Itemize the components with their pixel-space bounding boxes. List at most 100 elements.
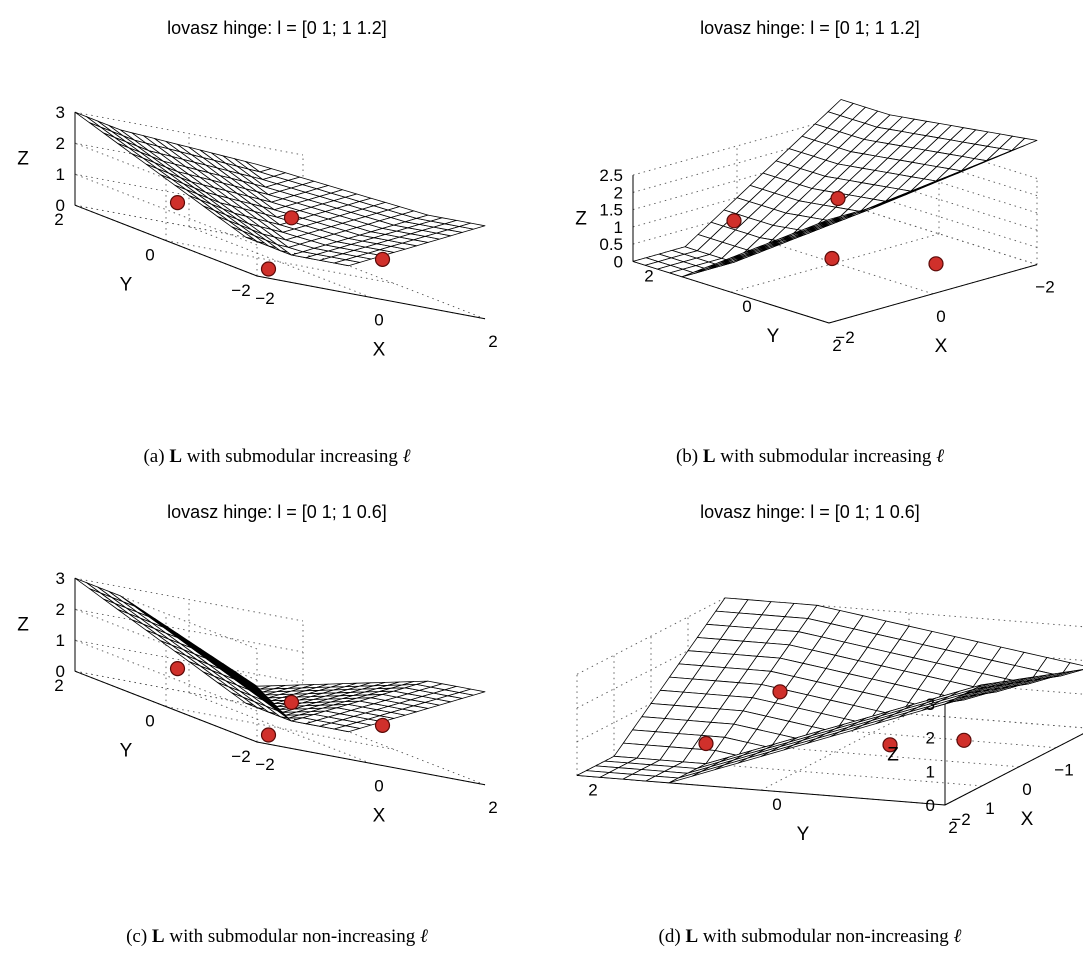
x-axis-line bbox=[828, 264, 1038, 324]
y-tick-label: 2 bbox=[54, 210, 63, 229]
figure-caption: (b) L with submodular increasing ℓ bbox=[676, 446, 944, 467]
y-tick-label: 0 bbox=[145, 712, 154, 731]
z-tick-label: 0 bbox=[56, 196, 65, 215]
data-point bbox=[882, 737, 898, 753]
grid-line bbox=[613, 755, 983, 787]
data-point bbox=[169, 195, 186, 211]
chart-title: lovasz hinge: l = [0 1; 1 1.2] bbox=[700, 18, 920, 38]
grid-line bbox=[74, 608, 304, 653]
x-tick-label: 0 bbox=[374, 310, 383, 329]
z-tick-label: 0 bbox=[614, 252, 623, 271]
data-point bbox=[698, 735, 714, 752]
x-axis-label: X bbox=[1021, 809, 1034, 830]
y-tick-label: 2 bbox=[588, 780, 597, 799]
mesh-cell bbox=[458, 222, 486, 230]
axes bbox=[74, 578, 486, 786]
chart-title: lovasz hinge: l = [0 1; 1 0.6] bbox=[700, 502, 920, 522]
caption-symbol: ℓ bbox=[936, 446, 944, 467]
x-tick-label: −1 bbox=[1054, 761, 1073, 780]
figure-caption: (d) L with submodular non-increasing ℓ bbox=[659, 926, 962, 947]
grid-line bbox=[687, 717, 1057, 749]
y-tick-label: 0 bbox=[772, 795, 781, 814]
data-point bbox=[374, 251, 391, 267]
x-tick-label: 2 bbox=[948, 818, 957, 837]
chart-panel-c: lovasz hinge: l = [0 1; 1 0.6]0123−202−2… bbox=[17, 502, 498, 947]
grid-line bbox=[74, 577, 304, 622]
data-point bbox=[283, 694, 300, 711]
grid-line bbox=[724, 597, 1083, 628]
data-points bbox=[698, 684, 972, 753]
tick-labels: 00.511.522.520−2−202 bbox=[599, 166, 1054, 355]
z-tick-label: 2 bbox=[926, 729, 935, 748]
caption-bold: L bbox=[169, 446, 182, 467]
x-tick-label: −2 bbox=[1035, 278, 1054, 297]
data-point bbox=[374, 717, 391, 734]
chart-panel-d: lovasz hinge: l = [0 1; 1 0.6] 0 1 2 3 2 1 0 −1 −… bbox=[576, 502, 1083, 947]
y-axis-line bbox=[74, 670, 258, 743]
data-points bbox=[169, 195, 391, 277]
z-tick-label: 1.5 bbox=[599, 201, 623, 220]
grid-line bbox=[840, 202, 1038, 266]
caption-label: (b) bbox=[676, 446, 703, 467]
x-axis-label: X bbox=[935, 336, 948, 357]
y-tick-label: −2 bbox=[835, 328, 854, 347]
data-point bbox=[830, 190, 846, 207]
grid-line bbox=[165, 240, 395, 284]
data-point bbox=[260, 261, 277, 277]
data-point bbox=[169, 660, 186, 677]
z-axis-label: Z bbox=[17, 149, 29, 170]
x-tick-label: 1 bbox=[985, 799, 994, 818]
grid-line bbox=[165, 706, 395, 750]
grid-line bbox=[724, 698, 1083, 729]
caption-symbol: ℓ bbox=[954, 926, 962, 947]
surface-mesh bbox=[74, 111, 486, 267]
z-tick-label: 1 bbox=[56, 165, 65, 184]
data-point bbox=[956, 732, 972, 748]
caption-label: (a) bbox=[143, 446, 169, 467]
x-tick-label: 2 bbox=[488, 798, 497, 817]
mesh-cell bbox=[816, 215, 843, 225]
data-point bbox=[824, 250, 840, 267]
caption-text: with submodular increasing bbox=[182, 446, 403, 467]
surface-mesh bbox=[576, 597, 1083, 784]
x-tick-label: 0 bbox=[374, 776, 383, 795]
data-points bbox=[726, 190, 944, 272]
z-tick-label: 2.5 bbox=[599, 166, 623, 185]
chart-panel-b: lovasz hinge: l = [0 1; 1 1.2]00.511.522… bbox=[575, 18, 1055, 467]
y-tick-label: −2 bbox=[231, 747, 250, 766]
x-tick-label: −2 bbox=[255, 289, 274, 308]
data-points bbox=[169, 660, 391, 743]
data-point bbox=[928, 256, 944, 272]
x-tick-label: 2 bbox=[488, 332, 497, 351]
z-tick-label: 3 bbox=[926, 695, 935, 714]
caption-symbol: ℓ bbox=[403, 446, 411, 467]
y-tick-label: 2 bbox=[54, 676, 63, 695]
y-tick-label: 0 bbox=[145, 246, 154, 265]
y-tick-label: 0 bbox=[742, 297, 751, 316]
x-axis-label: X bbox=[373, 339, 386, 360]
figure-caption: (a) L with submodular increasing ℓ bbox=[143, 446, 410, 467]
caption-bold: L bbox=[703, 446, 716, 467]
data-point bbox=[726, 213, 742, 229]
data-point bbox=[260, 727, 277, 743]
z-axis-label: Z bbox=[887, 744, 899, 765]
y-axis-label: Y bbox=[797, 824, 810, 845]
caption-bold: L bbox=[152, 926, 165, 947]
x-axis-line bbox=[944, 733, 1083, 806]
z-tick-label: 2 bbox=[56, 600, 65, 619]
y-axis-label: Y bbox=[767, 326, 780, 347]
y-axis-line bbox=[74, 204, 258, 277]
grid-line bbox=[74, 111, 304, 156]
x-axis-line bbox=[256, 275, 486, 320]
z-tick-label: 2 bbox=[614, 183, 623, 202]
z-tick-label: 0 bbox=[56, 662, 65, 681]
data-point bbox=[283, 210, 300, 226]
y-tick-label: −2 bbox=[951, 810, 970, 829]
surface-mesh bbox=[632, 99, 1038, 278]
z-tick-label: 3 bbox=[56, 569, 65, 588]
z-tick-label: 0.5 bbox=[599, 235, 623, 254]
chart-title: lovasz hinge: l = [0 1; 1 1.2] bbox=[167, 18, 387, 38]
z-tick-label: 3 bbox=[56, 103, 65, 122]
mesh-cell bbox=[74, 111, 101, 128]
x-tick-label: 0 bbox=[1022, 780, 1031, 799]
